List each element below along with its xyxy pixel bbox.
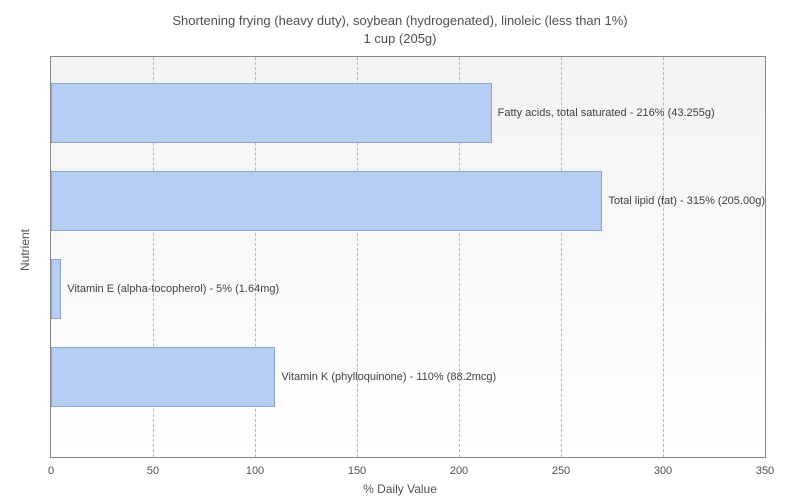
x-tick-label: 350: [756, 465, 774, 477]
plot-area: 050100150200250300350Fatty acids, total …: [50, 56, 766, 458]
bar-label: Total lipid (fat) - 315% (205.00g): [608, 195, 765, 207]
title-line-1: Shortening frying (heavy duty), soybean …: [0, 12, 800, 30]
bar-label: Fatty acids, total saturated - 216% (43.…: [498, 107, 715, 119]
bar-label: Vitamin K (phylloquinone) - 110% (88.2mc…: [281, 371, 496, 383]
x-tick-label: 100: [246, 465, 264, 477]
x-tick-label: 0: [48, 465, 54, 477]
bar: [51, 83, 492, 143]
bar: [51, 347, 275, 407]
x-tick-label: 300: [654, 465, 672, 477]
bar-row: Fatty acids, total saturated - 216% (43.…: [51, 83, 765, 143]
x-tick-label: 150: [348, 465, 366, 477]
bar-row: Vitamin K (phylloquinone) - 110% (88.2mc…: [51, 347, 765, 407]
x-tick-label: 250: [552, 465, 570, 477]
bar: [51, 171, 602, 231]
x-tick-label: 200: [450, 465, 468, 477]
title-line-2: 1 cup (205g): [0, 30, 800, 48]
y-axis-label: Nutrient: [18, 229, 32, 271]
x-tick-label: 50: [147, 465, 159, 477]
bar: [51, 259, 61, 319]
x-axis-label: % Daily Value: [363, 482, 437, 496]
bar-label: Vitamin E (alpha-tocopherol) - 5% (1.64m…: [67, 283, 279, 295]
bar-row: Total lipid (fat) - 315% (205.00g): [51, 171, 765, 231]
chart-title: Shortening frying (heavy duty), soybean …: [0, 0, 800, 48]
bar-row: Vitamin E (alpha-tocopherol) - 5% (1.64m…: [51, 259, 765, 319]
